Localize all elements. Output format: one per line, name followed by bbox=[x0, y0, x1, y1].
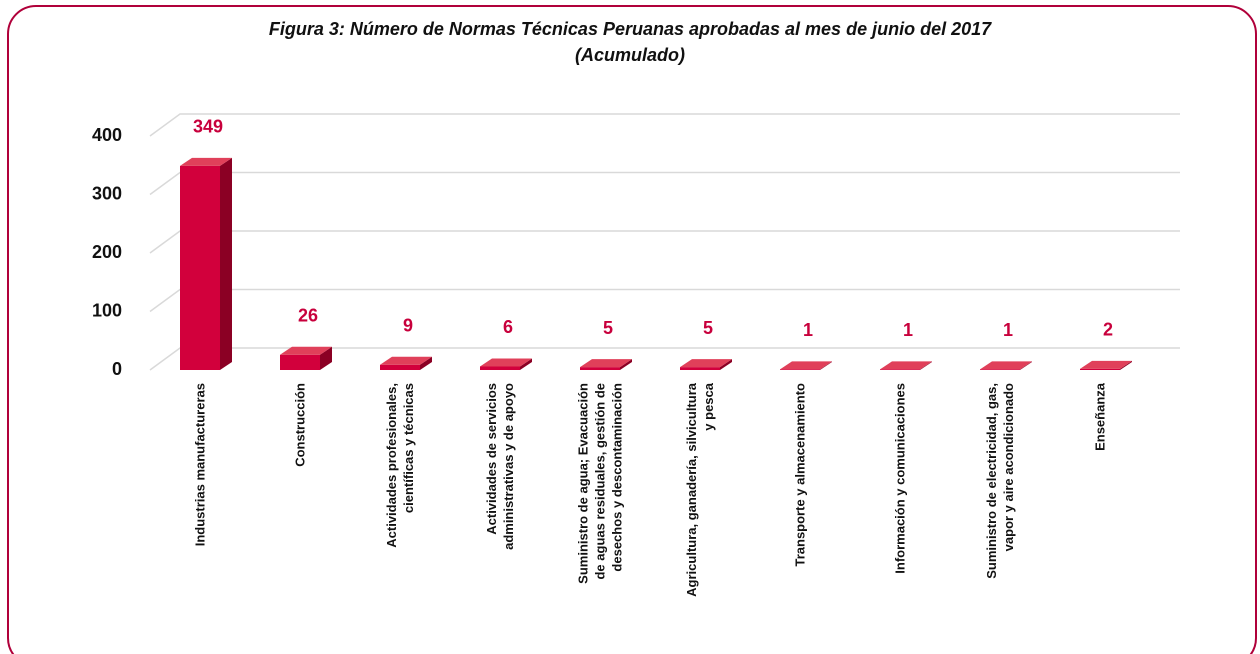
bar-side bbox=[1020, 361, 1032, 370]
value-label: 6 bbox=[503, 317, 513, 337]
x-tick-label: Transporte y almacenamiento bbox=[792, 383, 808, 567]
x-tick-label: Actividades de servicios administrativas… bbox=[484, 383, 516, 550]
value-label: 2 bbox=[1103, 320, 1113, 340]
y-tick-label: 0 bbox=[112, 359, 122, 379]
chart-title: Figura 3: Número de Normas Técnicas Peru… bbox=[268, 19, 992, 65]
bar-side bbox=[820, 361, 832, 370]
bar-side bbox=[220, 157, 232, 370]
y-tick-label: 100 bbox=[92, 300, 122, 320]
bar-front bbox=[580, 367, 620, 370]
bar-side bbox=[520, 358, 532, 370]
bar-front bbox=[1080, 368, 1120, 370]
x-tick-label: Industrias manufactureras bbox=[192, 383, 208, 547]
bar bbox=[180, 157, 232, 370]
bar-top bbox=[580, 359, 632, 368]
bar bbox=[880, 361, 932, 370]
value-label: 5 bbox=[603, 318, 613, 338]
x-tick-label: Actividades profesionales, científicas y… bbox=[384, 383, 416, 548]
bar-top bbox=[680, 359, 732, 368]
bar-front bbox=[980, 369, 1020, 370]
value-label: 349 bbox=[193, 117, 223, 137]
bar bbox=[480, 358, 532, 370]
bar-front bbox=[380, 364, 420, 370]
bar-top bbox=[180, 157, 232, 166]
bar-front bbox=[880, 369, 920, 370]
bar bbox=[380, 356, 432, 370]
bar-front bbox=[480, 366, 520, 370]
grid-line bbox=[149, 171, 1180, 196]
grid-line bbox=[149, 113, 1180, 137]
x-tick-label: Agricultura, ganadería, silvicultura y p… bbox=[684, 383, 716, 597]
value-label: 26 bbox=[298, 306, 318, 326]
bar-side bbox=[620, 359, 632, 370]
bar bbox=[580, 359, 632, 370]
bar-top bbox=[480, 358, 532, 367]
bar-top bbox=[880, 361, 932, 370]
x-tick-label: Suministro de agua; Evacuación de aguas … bbox=[575, 383, 625, 584]
bar-side bbox=[920, 361, 932, 370]
x-tick-label: Información y comunicaciones bbox=[892, 383, 908, 574]
bar-side bbox=[1120, 360, 1132, 370]
bar-top bbox=[980, 361, 1032, 370]
y-tick-label: 300 bbox=[92, 183, 122, 203]
y-tick-label: 200 bbox=[92, 242, 122, 262]
value-label: 5 bbox=[703, 318, 713, 338]
value-label: 9 bbox=[403, 315, 413, 335]
bar bbox=[1080, 360, 1132, 370]
bar-top bbox=[1080, 360, 1132, 369]
bar-side bbox=[720, 359, 732, 370]
bar bbox=[780, 361, 832, 370]
x-tick-label: Construcción bbox=[292, 383, 308, 467]
panel-border bbox=[7, 5, 1257, 654]
value-label: 1 bbox=[1003, 320, 1013, 340]
x-tick-label: Suministro de electricidad, gas, vapor y… bbox=[984, 383, 1016, 579]
bar-front bbox=[280, 354, 320, 370]
value-label: 1 bbox=[803, 320, 813, 340]
bar-side bbox=[420, 356, 432, 370]
y-tick-label: 400 bbox=[92, 125, 122, 145]
grid-line bbox=[149, 230, 1180, 254]
bar-side bbox=[320, 346, 332, 370]
x-tick-label: Enseñanza bbox=[1092, 383, 1108, 451]
bar-top bbox=[280, 346, 332, 355]
bar-front bbox=[180, 165, 220, 370]
bar-top bbox=[780, 361, 832, 370]
bar bbox=[280, 346, 332, 370]
bar bbox=[980, 361, 1032, 370]
bar bbox=[680, 359, 732, 370]
value-label: 1 bbox=[903, 320, 913, 340]
bar-top bbox=[380, 356, 432, 365]
bar-front bbox=[780, 369, 820, 370]
bar-front bbox=[680, 367, 720, 370]
